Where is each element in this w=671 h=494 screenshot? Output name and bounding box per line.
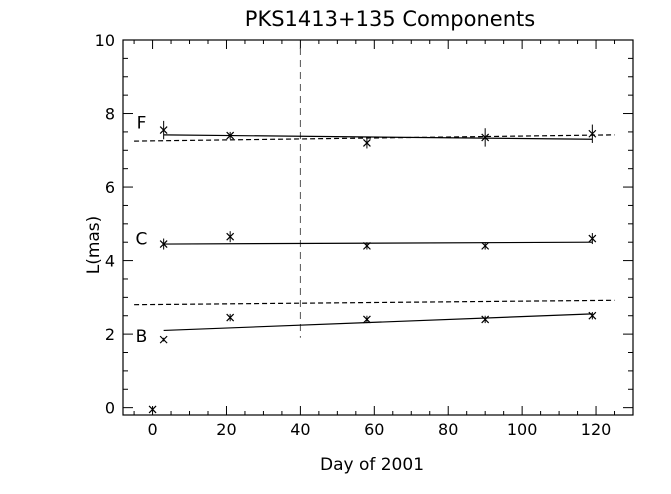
fit-line-solid-C	[163, 241, 593, 245]
x-tick-label: 40	[290, 420, 310, 439]
x-tick-label: 0	[147, 420, 157, 439]
data-point-B	[481, 315, 490, 324]
data-point-C	[362, 241, 371, 250]
data-point-F	[588, 129, 597, 138]
data-point-F	[481, 133, 490, 142]
y-axis-label: L(mas)	[84, 216, 104, 275]
y-tick-label: 8	[105, 105, 115, 124]
data-point-B	[588, 311, 597, 320]
y-tick-label: 2	[105, 325, 115, 344]
x-tick-label: 20	[216, 420, 236, 439]
x-tick-label: 120	[581, 420, 612, 439]
component-label-C: C	[136, 230, 148, 250]
y-tick-label: 6	[105, 178, 115, 197]
data-point-B	[226, 313, 235, 322]
data-point-F	[226, 131, 235, 140]
data-point-F	[362, 139, 371, 147]
x-axis-label: Day of 2001	[320, 455, 424, 475]
data-point-B	[362, 315, 371, 324]
plot-frame	[122, 39, 634, 416]
x-tick-label: 80	[438, 420, 458, 439]
data-point-C	[226, 232, 235, 241]
component-label-B: B	[136, 327, 148, 347]
fit-line-solid-F	[163, 134, 593, 140]
y-tick-label: 4	[105, 252, 115, 271]
fit-line-solid-B	[163, 313, 593, 332]
data-point-core	[148, 405, 157, 414]
fit-line-dashed-F	[134, 134, 615, 142]
data-point-C	[481, 241, 490, 250]
plot-area: 0 20 40 60 80 100 120 0 2 4 6 8 10 F C B	[95, 31, 634, 439]
data-point-C	[159, 240, 168, 248]
component-label-F: F	[137, 114, 147, 134]
x-tick-label: 60	[364, 420, 384, 439]
fit-line-dashed-B	[134, 299, 615, 306]
y-tick-label: 10	[95, 31, 115, 50]
x-tick-label: 100	[507, 420, 538, 439]
data-point-C	[588, 234, 597, 243]
chart-title: PKS1413+135 Components	[245, 7, 535, 31]
y-tick-label: 0	[105, 399, 115, 418]
data-point-F	[159, 126, 168, 134]
data-point-B	[159, 335, 168, 344]
